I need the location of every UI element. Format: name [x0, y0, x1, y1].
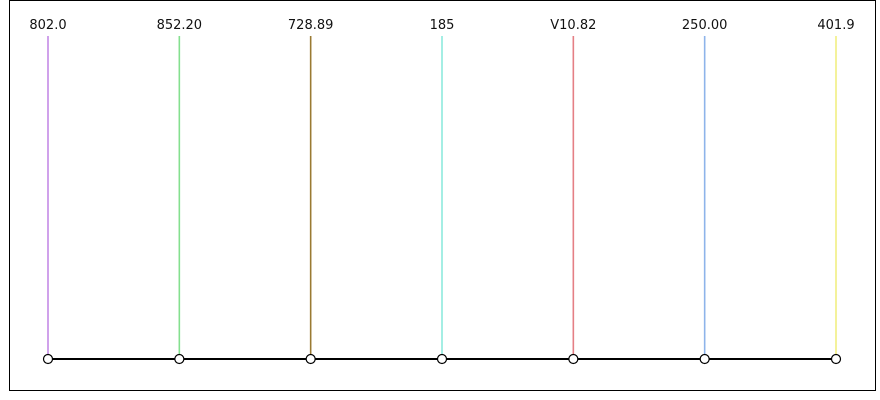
point-label: 401.9 — [817, 18, 854, 33]
timeline-marker — [568, 353, 579, 365]
point-label: V10.82 — [550, 18, 596, 33]
point-label: 185 — [430, 18, 455, 33]
timeline-marker — [174, 353, 185, 365]
point-label: 728.89 — [288, 18, 334, 33]
plot-frame — [9, 0, 876, 391]
timeline-marker — [42, 353, 54, 365]
stems-group — [47, 36, 837, 359]
labels-group: 802.0 852.20 728.89 185 V10.82 250.00 401.9 — [29, 18, 854, 33]
point-label: 250.00 — [682, 18, 728, 33]
timeline-marker — [830, 353, 842, 365]
point-label: 802.0 — [29, 18, 66, 33]
timeline-marker — [699, 353, 710, 365]
point-label: 852.20 — [157, 18, 203, 33]
markers-group — [42, 353, 842, 365]
timeline-marker — [436, 353, 448, 365]
timeline-marker — [305, 353, 316, 365]
